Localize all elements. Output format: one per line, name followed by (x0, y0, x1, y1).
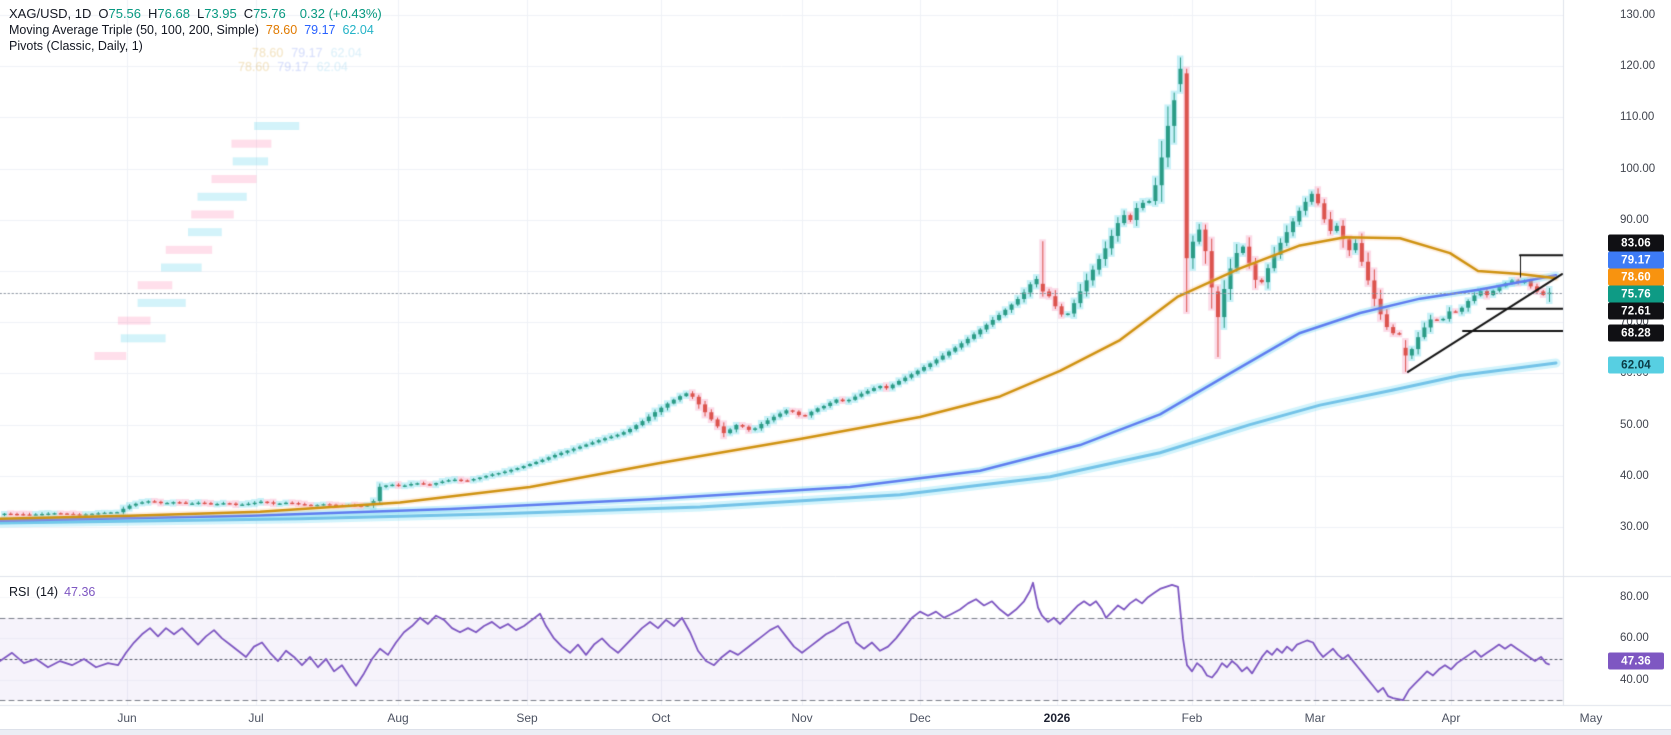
pivots-legend-row[interactable]: Pivots (Classic, Daily, 1) (9, 39, 382, 55)
last-price-badge: 75.76 (1608, 285, 1664, 303)
pivot-s-badge: 68.28 (1608, 324, 1664, 342)
ma200-value: 62.04 (342, 22, 374, 37)
time-axis-label-mar: Mar (1304, 711, 1326, 725)
ohlc-values: O75.56 H76.68 L73.95 C75.76 (98, 6, 292, 21)
ma-triple-title: Moving Average Triple (50, 100, 200, Sim… (9, 22, 259, 37)
time-axis-label-oct: Oct (651, 711, 671, 725)
time-axis-label-sep: Sep (516, 711, 538, 725)
time-axis-label-feb: Feb (1181, 711, 1203, 725)
symbol-legend-row[interactable]: XAG/USD, 1D O75.56 H76.68 L73.95 C75.76 0.3… (9, 6, 382, 22)
pivots-title: Pivots (Classic, Daily, 1) (9, 39, 143, 53)
ohlc-item-o: O75.56 (98, 6, 142, 21)
ma100-value: 79.17 (304, 22, 336, 37)
price-tick-label: 130.00 (1620, 9, 1656, 21)
price-tick-label: 110.00 (1620, 111, 1655, 124)
ohlc-item-h: H76.68 (148, 6, 190, 21)
bottom-strip (0, 729, 1671, 735)
price-tick-label: 50.00 (1620, 418, 1649, 431)
ma50-value: 78.60 (265, 22, 298, 37)
ma-triple-legend-row[interactable]: Moving Average Triple (50, 100, 200, Sim… (9, 23, 382, 39)
rsi-tick-label: 40.00 (1620, 673, 1649, 686)
time-axis-label-apr: Apr (1441, 711, 1461, 725)
ma200-badge: 62.04 (1608, 356, 1664, 374)
time-axis-label-dec: Dec (909, 711, 931, 725)
ghost-text: 79.17 (291, 46, 323, 60)
time-axis-label-may: May (1579, 711, 1603, 725)
ghost-text-artifact: 78.60 79.17 62.04 (238, 60, 356, 74)
time-axis-label-nov: Nov (791, 711, 813, 725)
time-axis[interactable]: Jun Jul Aug Sep Oct Nov Dec 2026 Feb Mar Apr May (0, 706, 1671, 729)
ma50-badge: 78.60 (1608, 268, 1664, 286)
price-tick-label: 90.00 (1620, 213, 1649, 226)
ma100-badge: 79.17 (1608, 251, 1664, 269)
ghost-text: 78.60 (252, 46, 284, 60)
ghost-text: 79.17 (277, 60, 309, 74)
time-axis-label-jul: Jul (248, 711, 264, 725)
ghost-text: 62.04 (330, 46, 362, 60)
time-axis-label-aug: Aug (387, 711, 409, 725)
time-axis-label-jun: Jun (117, 711, 137, 725)
time-axis-label-2026: 2026 (1043, 711, 1071, 725)
chart-legend: XAG/USD, 1D O75.56 H76.68 L73.95 C75.76 0.3… (9, 6, 382, 55)
pivot-p-badge: 72.61 (1608, 302, 1664, 320)
symbol-title: XAG/USD, 1D (9, 6, 92, 21)
ghost-text-artifact: 78.60 79.17 62.04 (252, 46, 370, 60)
price-tick-label: 40.00 (1620, 469, 1649, 482)
rsi-title: RSI (9, 585, 30, 599)
ohlc-item-c: C75.76 (243, 6, 286, 21)
pivot-r-badge: 83.06 (1608, 234, 1664, 252)
rsi-value: 47.36 (64, 585, 96, 599)
ghost-text: 62.04 (316, 60, 348, 74)
price-tick-label: 30.00 (1620, 521, 1649, 533)
rsi-tick-label: 80.00 (1620, 591, 1649, 604)
ohlc-item-l: L73.95 (196, 6, 237, 21)
rsi-tick-label: 60.00 (1620, 632, 1649, 645)
price-tick-label: 100.00 (1620, 162, 1656, 175)
price-axis[interactable]: 130.00120.00110.00100.0090.0080.0070.006… (1564, 0, 1671, 729)
change-value: 0.32 (+0.43%) (299, 6, 382, 21)
rsi-period: (14) (35, 585, 59, 599)
rsi-legend-row[interactable]: RSI (14) 47.36 (9, 585, 95, 599)
price-tick-label: 120.00 (1620, 60, 1656, 73)
rsi-value-badge: 47.36 (1608, 652, 1664, 670)
ghost-text: 78.60 (238, 60, 270, 74)
